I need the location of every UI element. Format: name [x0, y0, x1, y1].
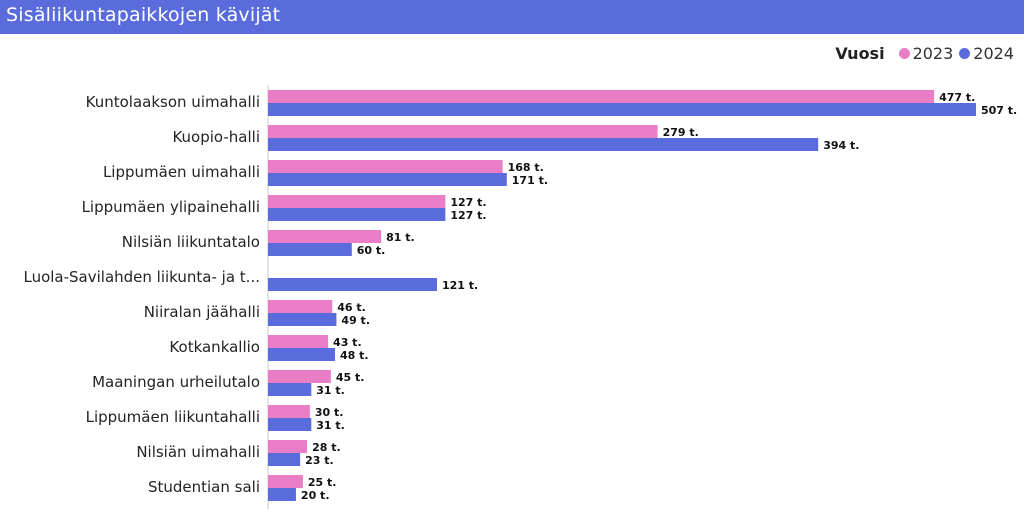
legend-item-2024[interactable]: 2024	[959, 44, 1014, 63]
data-label-2023: 45 t.	[336, 371, 365, 384]
data-label-2023: 30 t.	[315, 406, 344, 419]
data-label-2023: 477 t.	[939, 91, 975, 104]
chart-title: Sisäliikuntapaikkojen kävijät	[6, 4, 281, 26]
legend-label-2024: 2024	[973, 43, 1014, 63]
legend-dot-2023	[898, 47, 910, 59]
data-label-2024: 507 t.	[981, 104, 1017, 117]
legend-dot-2024	[959, 47, 971, 59]
bar-2023	[268, 335, 329, 348]
category-label: Maaningan urheilutalo	[92, 373, 260, 391]
category-label: Lippumäen ylipainehalli	[82, 198, 260, 216]
bar-2023	[268, 160, 503, 173]
data-label-2024: 23 t.	[305, 454, 334, 467]
data-label-2024: 49 t.	[341, 314, 370, 327]
data-label-2023: 25 t.	[308, 476, 337, 489]
category-label: Nilsiän uimahalli	[136, 443, 260, 461]
bar-2023	[268, 370, 331, 383]
data-label-2023: 81 t.	[386, 231, 415, 244]
legend-item-2023[interactable]: 2023	[898, 43, 954, 63]
data-label-2024: 31 t.	[316, 419, 345, 432]
bar-2023	[268, 90, 935, 103]
data-label-2024: 394 t.	[823, 139, 859, 152]
bar-2023	[268, 475, 303, 488]
bar-2023	[268, 440, 308, 453]
bar-2024	[268, 103, 976, 116]
bar-2023	[268, 125, 658, 138]
data-label-2023: 46 t.	[337, 301, 366, 314]
category-label: Kuopio-halli	[172, 128, 260, 146]
bar-2024	[268, 453, 301, 466]
category-label: Luola-Savilahden liikunta- ja t...	[23, 268, 260, 286]
category-label: Kotkankallio	[169, 338, 260, 356]
bar-2024	[268, 278, 437, 291]
data-label-2024: 60 t.	[357, 244, 386, 257]
bar-2024	[268, 488, 296, 501]
bar-2024	[268, 138, 819, 151]
title-bar: Sisäliikuntapaikkojen kävijät	[0, 0, 1024, 34]
category-label: Lippumäen uimahalli	[103, 163, 260, 181]
bar-2023	[268, 230, 382, 243]
category-label: Niiralan jäähalli	[144, 303, 260, 321]
category-label: Kuntolaakson uimahalli	[86, 93, 260, 111]
category-label: Lippumäen liikuntahalli	[86, 408, 260, 426]
bar-2024	[268, 313, 337, 326]
bar-2024	[268, 243, 352, 256]
bar-2024	[268, 383, 312, 396]
data-label-2023: 127 t.	[450, 196, 486, 209]
bar-2023	[268, 195, 446, 208]
data-label-2024: 31 t.	[316, 384, 345, 397]
data-label-2023: 43 t.	[333, 336, 362, 349]
legend: Vuosi 2023 2024	[835, 42, 1014, 64]
bar-2023	[268, 300, 333, 313]
data-label-2023: 168 t.	[508, 161, 544, 174]
data-label-2024: 127 t.	[450, 209, 486, 222]
bar-2024	[268, 208, 446, 221]
data-label-2024: 20 t.	[301, 489, 330, 502]
legend-title: Vuosi	[835, 43, 885, 63]
bar-2024	[268, 348, 336, 361]
bar-2024	[268, 173, 507, 186]
bar-2024	[268, 418, 312, 431]
category-label: Nilsiän liikuntatalo	[122, 233, 260, 251]
data-label-2024: 121 t.	[442, 279, 478, 292]
data-label-2023: 279 t.	[663, 126, 699, 139]
category-label: Studentian sali	[148, 478, 260, 496]
data-label-2024: 171 t.	[512, 174, 548, 187]
data-label-2024: 48 t.	[340, 349, 369, 362]
data-label-2023: 28 t.	[312, 441, 341, 454]
bar-2023	[268, 405, 310, 418]
legend-label-2023: 2023	[912, 43, 954, 63]
